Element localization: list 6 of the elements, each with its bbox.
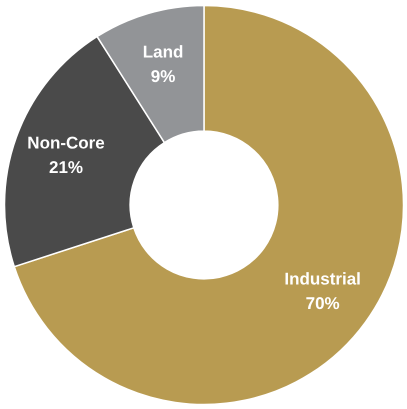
slice-label: Non-Core bbox=[27, 133, 105, 152]
slice-label: Industrial bbox=[284, 269, 361, 288]
data-label: 9% bbox=[150, 67, 176, 86]
data-label: 70% bbox=[306, 294, 340, 314]
slice-label: Land bbox=[142, 42, 184, 62]
data-label: 21% bbox=[49, 158, 84, 178]
